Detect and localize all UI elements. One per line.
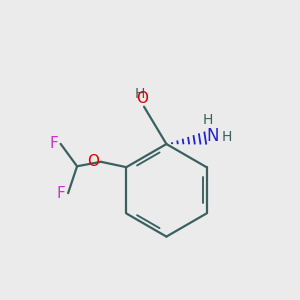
Text: O: O (136, 91, 148, 106)
Text: F: F (57, 186, 66, 201)
Text: H: H (222, 130, 232, 144)
Text: F: F (50, 136, 58, 151)
Text: O: O (88, 154, 100, 169)
Text: H: H (134, 87, 145, 101)
Text: H: H (203, 113, 213, 127)
Text: N: N (207, 127, 219, 145)
